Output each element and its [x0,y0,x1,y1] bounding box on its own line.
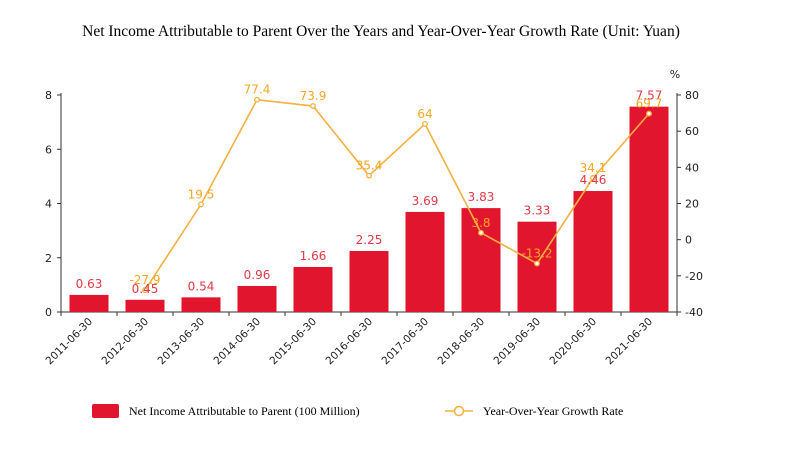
bar [405,211,445,312]
legend-label-line: Year-Over-Year Growth Rate [483,404,623,418]
line-value-label: 64 [417,107,432,121]
y-right-tick-label: 60 [685,125,699,138]
growth-rate-point [646,110,652,117]
bar-value-label: 2.25 [356,233,383,247]
x-tick-label: 2014-06-30 [211,316,263,368]
line-value-label: 73.9 [300,89,327,103]
growth-rate-point [422,120,428,127]
x-tick-label: 2016-06-30 [323,316,375,368]
legend-swatch-bar [92,404,119,418]
growth-rate-point [254,96,260,103]
y-right-tick-label: -20 [685,270,703,283]
x-tick-label: 2019-06-30 [491,316,543,368]
line-value-label: 35.4 [356,159,383,173]
bar [629,106,669,312]
growth-rate-point [142,287,148,294]
bar-value-label: 4.46 [580,173,607,187]
x-tick-label: 2011-06-30 [43,316,95,368]
bar [237,285,277,312]
bar-value-label: 3.69 [412,194,439,208]
bar [461,208,501,312]
line-value-label: 77.4 [244,83,271,97]
x-tick-label: 2013-06-30 [155,316,207,368]
y-left-tick-label: 6 [45,143,52,156]
x-tick-label: 2018-06-30 [435,316,487,368]
bar [69,294,109,312]
legend: Net Income Attributable to Parent (100 M… [92,404,623,418]
x-tick-label: 2015-06-30 [267,316,319,368]
line-value-label: 69.7 [636,97,663,111]
x-tick-label: 2020-06-30 [547,316,599,368]
line-value-label: 19.5 [188,187,215,201]
line-value-label: 3.8 [471,216,490,230]
growth-rate-point [366,172,372,179]
y-right-tick-label: 80 [685,89,699,102]
legend-label-bar: Net Income Attributable to Parent (100 M… [129,404,360,418]
y-left-tick-label: 2 [45,252,52,265]
line-value-label: 34.1 [580,161,607,175]
growth-rate-line [144,98,650,291]
growth-rate-point [590,175,596,181]
y-right-tick-label: 0 [685,234,692,247]
line-value-label: -27.9 [129,273,160,287]
bar-value-label: 3.83 [468,190,495,204]
y-left-tick-label: 8 [45,89,52,102]
bar-value-label: 0.45 [132,282,159,296]
bar [573,191,613,312]
bar [125,299,165,312]
growth-rate-point [310,103,316,109]
bar-value-label: 7.57 [636,89,663,103]
bar [349,250,389,312]
y-right-tick-label: -40 [685,306,703,319]
x-tick-label: 2017-06-30 [379,316,431,368]
y-right-tick-label: 40 [685,161,699,174]
growth-rate-point [478,229,484,236]
y-right-tick-label: 20 [685,198,699,211]
growth-rate-point [534,260,540,267]
line-value-label: -13.2 [521,247,552,261]
growth-rate-point [198,201,204,208]
x-tick-label: 2012-06-30 [99,316,151,368]
bar [517,221,557,312]
bar-value-label: 0.54 [188,279,215,293]
y-left-tick-label: 4 [45,198,52,211]
bar-value-label: 1.66 [300,249,327,263]
bar-value-label: 0.63 [76,277,103,291]
x-tick-label: 2021-06-30 [603,316,655,368]
bar-value-label: 3.33 [524,204,551,218]
y-left-tick-label: 0 [45,306,52,319]
legend-swatch-marker [453,405,465,417]
plot-area: 0 2 4 6 8 -40 -20 0 20 40 60 80% 2011-06-30 2012-06-3… [43,68,702,367]
bar [293,266,333,312]
bar [181,297,221,312]
y-right-unit: % [670,68,680,81]
chart-title: Net Income Attributable to Parent Over t… [82,23,680,40]
bar-value-label: 0.96 [244,268,271,282]
